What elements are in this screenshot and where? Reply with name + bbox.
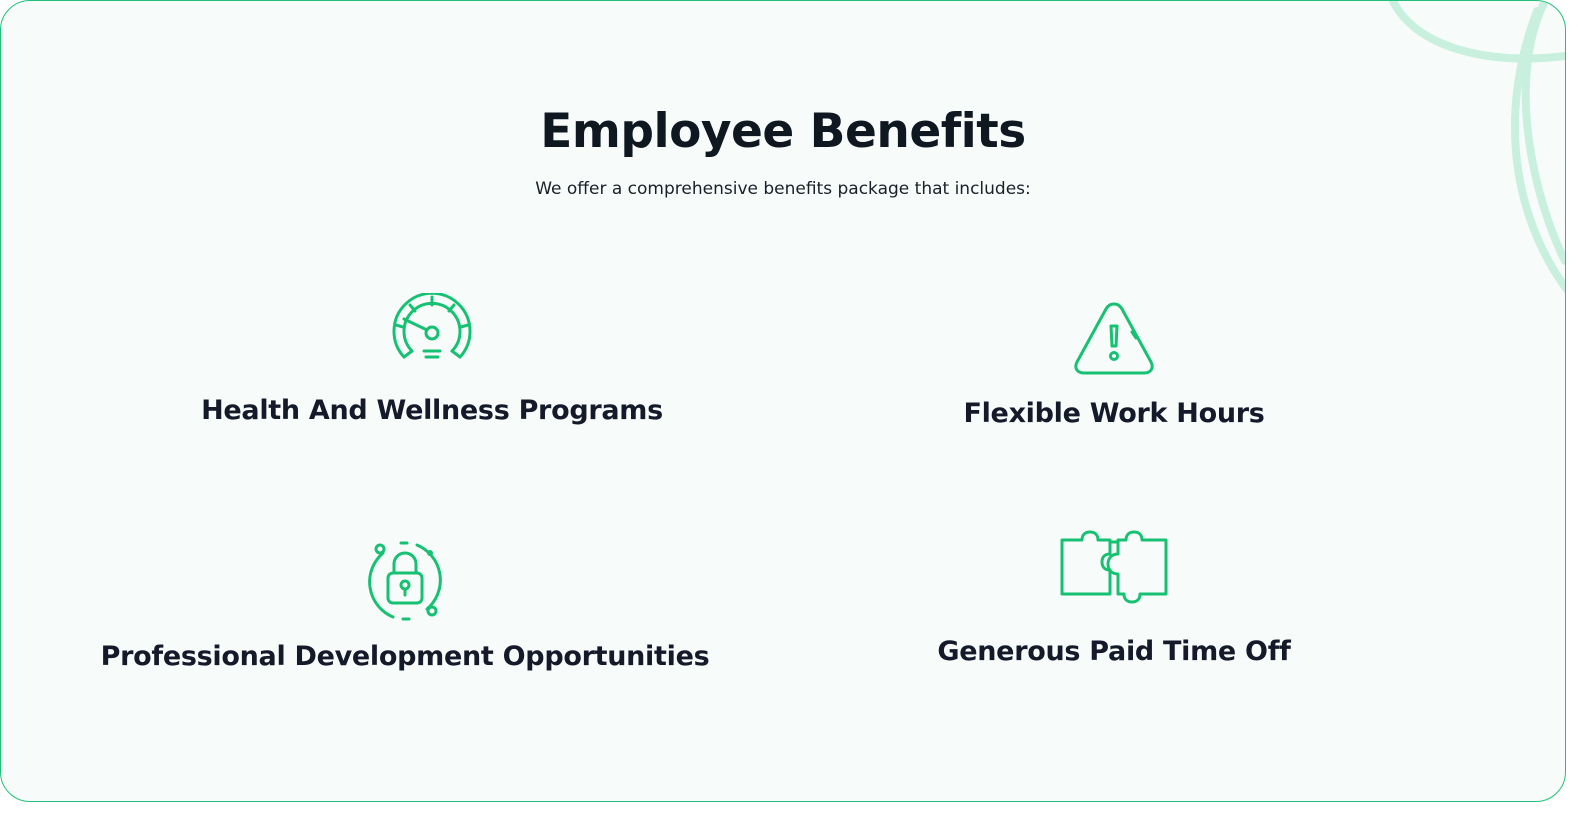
benefit-paid-time-off: Generous Paid Time Off [814,528,1414,667]
benefit-label: Health And Wellness Programs [201,395,663,426]
page-subtitle: We offer a comprehensive benefits packag… [535,179,1031,199]
lock-cycle-icon [368,541,442,621]
benefit-label: Generous Paid Time Off [937,636,1291,667]
decorative-swirl [1389,1,1565,294]
puzzle-pieces-icon [1060,530,1168,604]
benefits-card: Employee Benefits We offer a comprehensi… [0,0,1566,802]
benefit-label: Flexible Work Hours [963,398,1265,429]
page-title: Employee Benefits [540,104,1026,159]
benefit-health-wellness: Health And Wellness Programs [132,293,732,426]
warning-triangle-icon [1074,302,1154,375]
benefit-professional-development: Professional Development Opportunities [55,539,755,672]
benefit-flexible-hours: Flexible Work Hours [814,300,1414,429]
benefit-label: Professional Development Opportunities [100,641,710,672]
speedometer-icon [392,293,472,359]
